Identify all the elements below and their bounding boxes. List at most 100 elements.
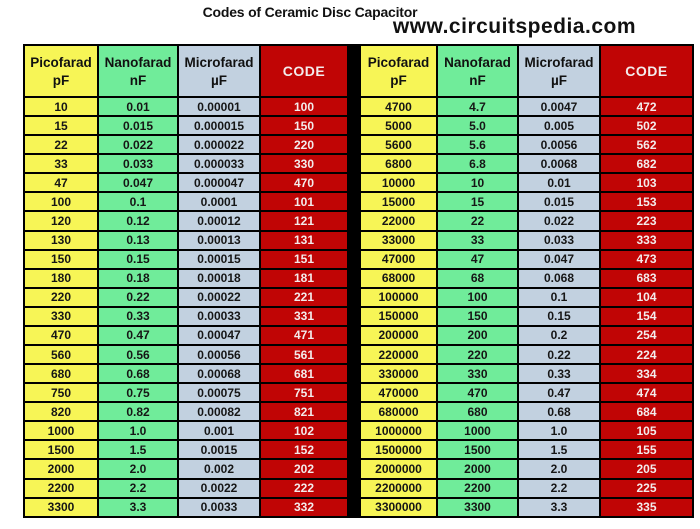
microfarad-cell: 0.0056 xyxy=(517,134,601,156)
microfarad-cell: 0.068 xyxy=(517,267,601,289)
code-cell: 104 xyxy=(599,286,694,308)
code-cell: 181 xyxy=(259,267,349,289)
microfarad-cell: 0.33 xyxy=(517,363,601,385)
picofarad-cell: 820 xyxy=(23,401,99,423)
website-name: www.circuitspedia.com xyxy=(392,15,636,38)
microfarad-cell: 0.0015 xyxy=(177,439,261,461)
picofarad-cell: 750 xyxy=(23,382,99,404)
code-cell: 202 xyxy=(259,458,349,480)
picofarad-cell: 15 xyxy=(23,115,99,137)
table-divider xyxy=(349,44,359,518)
code-cell: 224 xyxy=(599,344,694,366)
microfarad-cell: 2.0 xyxy=(517,458,601,480)
code-cell: 105 xyxy=(599,420,694,442)
nanofarad-cell: 0.22 xyxy=(97,286,179,308)
picofarad-cell: 220 xyxy=(23,286,99,308)
code-cell: 682 xyxy=(599,153,694,175)
picofarad-cell: 150 xyxy=(23,248,99,270)
nanofarad-cell: 150 xyxy=(436,305,519,327)
header-name: Microfarad xyxy=(524,54,594,70)
nanofarad-cell: 0.18 xyxy=(97,267,179,289)
microfarad-cell: 0.15 xyxy=(517,305,601,327)
code-cell: 102 xyxy=(259,420,349,442)
picofarad-cell: 1000 xyxy=(23,420,99,442)
picofarad-cell: 200000 xyxy=(359,324,438,347)
code-cell: 222 xyxy=(259,477,349,499)
nanofarad-cell: 0.015 xyxy=(97,115,179,137)
table-row: 680000 680 0.68 684 xyxy=(359,401,694,423)
picofarad-cell: 15000 xyxy=(359,191,438,213)
capacitor-table-left: Picofarad pF Nanofarad nF Microfarad µF CODE 10… xyxy=(23,44,349,519)
code-cell: 683 xyxy=(599,267,694,289)
microfarad-cell: 0.00015 xyxy=(177,248,261,270)
nanofarad-header: Nanofarad nF xyxy=(97,44,179,98)
table-row: 750 0.75 0.00075 751 xyxy=(23,382,349,404)
microfarad-cell: 0.000015 xyxy=(177,115,261,137)
table-row: 120 0.12 0.00012 121 xyxy=(23,210,349,232)
picofarad-cell: 22 xyxy=(23,134,99,156)
picofarad-cell: 10 xyxy=(23,95,99,118)
microfarad-cell: 0.00056 xyxy=(177,344,261,366)
picofarad-cell: 4700 xyxy=(359,95,438,118)
microfarad-cell: 0.000022 xyxy=(177,134,261,156)
picofarad-cell: 120 xyxy=(23,210,99,232)
table-row: 130 0.13 0.00013 131 xyxy=(23,229,349,251)
table-row: 1500000 1500 1.5 155 xyxy=(359,439,694,461)
nanofarad-cell: 680 xyxy=(436,401,519,423)
nanofarad-cell: 6.8 xyxy=(436,153,519,175)
code-cell: 152 xyxy=(259,439,349,461)
table-row: 15000 15 0.015 153 xyxy=(359,191,694,213)
microfarad-cell: 0.00012 xyxy=(177,210,261,232)
nanofarad-cell: 1.0 xyxy=(97,420,179,442)
picofarad-cell: 100 xyxy=(23,191,99,213)
header-unit: nF xyxy=(129,73,147,89)
header-unit: µF xyxy=(550,73,568,89)
table-row: 47 0.047 0.000047 470 xyxy=(23,172,349,194)
nanofarad-header: Nanofarad nF xyxy=(436,44,519,98)
code-cell: 150 xyxy=(259,115,349,137)
picofarad-cell: 150000 xyxy=(359,305,438,327)
picofarad-cell: 33 xyxy=(23,153,99,175)
table-row: 220000 220 0.22 224 xyxy=(359,344,694,366)
code-cell: 220 xyxy=(259,134,349,156)
picofarad-cell: 560 xyxy=(23,344,99,366)
picofarad-cell: 6800 xyxy=(359,153,438,175)
nanofarad-cell: 0.75 xyxy=(97,382,179,404)
code-cell: 470 xyxy=(259,172,349,194)
nanofarad-cell: 0.82 xyxy=(97,401,179,423)
picofarad-cell: 5600 xyxy=(359,134,438,156)
code-cell: 154 xyxy=(599,305,694,327)
header-unit: µF xyxy=(210,73,228,89)
nanofarad-cell: 15 xyxy=(436,191,519,213)
code-cell: 331 xyxy=(259,305,349,327)
code-cell: 254 xyxy=(599,324,694,347)
nanofarad-cell: 0.56 xyxy=(97,344,179,366)
table-row: 5600 5.6 0.0056 562 xyxy=(359,134,694,156)
nanofarad-cell: 5.0 xyxy=(436,115,519,137)
nanofarad-cell: 0.33 xyxy=(97,305,179,327)
table-row: 330000 330 0.33 334 xyxy=(359,363,694,385)
microfarad-cell: 0.00068 xyxy=(177,363,261,385)
code-cell: 205 xyxy=(599,458,694,480)
picofarad-cell: 3300 xyxy=(23,496,99,519)
code-cell: 330 xyxy=(259,153,349,175)
picofarad-cell: 3300000 xyxy=(359,496,438,519)
code-cell: 221 xyxy=(259,286,349,308)
table-row: 2200000 2200 2.2 225 xyxy=(359,477,694,499)
code-cell: 751 xyxy=(259,382,349,404)
microfarad-cell: 0.00075 xyxy=(177,382,261,404)
table-row: 47000 47 0.047 473 xyxy=(359,248,694,270)
nanofarad-cell: 0.022 xyxy=(97,134,179,156)
code-header: CODE xyxy=(599,44,694,98)
picofarad-cell: 22000 xyxy=(359,210,438,232)
code-cell: 471 xyxy=(259,324,349,347)
microfarad-cell: 0.00001 xyxy=(177,95,261,118)
picofarad-cell: 2000000 xyxy=(359,458,438,480)
table-row: 680 0.68 0.00068 681 xyxy=(23,363,349,385)
microfarad-cell: 0.00047 xyxy=(177,324,261,347)
microfarad-cell: 0.00022 xyxy=(177,286,261,308)
microfarad-cell: 0.47 xyxy=(517,382,601,404)
nanofarad-cell: 330 xyxy=(436,363,519,385)
table-row: 33 0.033 0.000033 330 xyxy=(23,153,349,175)
code-cell: 101 xyxy=(259,191,349,213)
